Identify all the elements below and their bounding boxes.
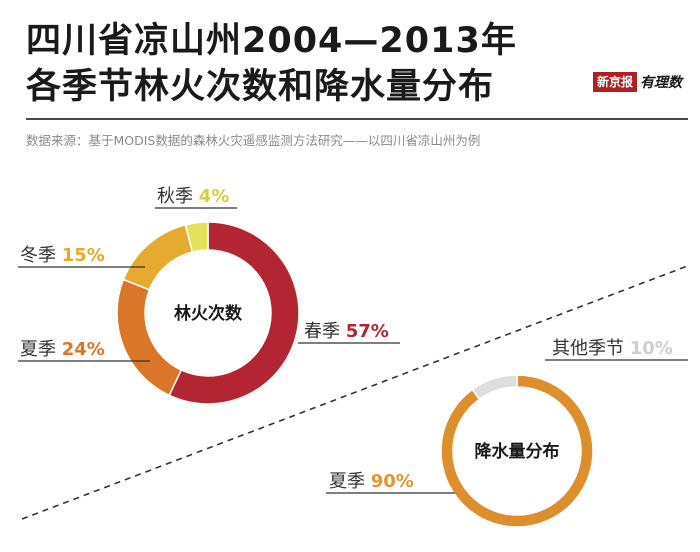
diagonal-divider bbox=[21, 264, 691, 520]
value-label: 24% bbox=[62, 339, 105, 360]
value-label: 4% bbox=[199, 186, 230, 207]
slice-other-seasons bbox=[471, 374, 518, 401]
category-name: 春季 bbox=[304, 321, 346, 342]
category-name: 其他季节 bbox=[552, 338, 630, 359]
slice-spring bbox=[168, 221, 300, 405]
brand-script: 有理数 bbox=[640, 75, 683, 91]
source-note: 数据来源：基于MODIS数据的森林火灾遥感监测方法研究——以四川省凉山州为例 bbox=[26, 133, 481, 148]
brand-name-box: 新京报 bbox=[593, 72, 638, 92]
label-autumn: 秋季 4% bbox=[157, 186, 229, 207]
label-summer: 夏季 90% bbox=[329, 471, 414, 492]
category-name: 夏季 bbox=[329, 471, 371, 492]
category-name: 夏季 bbox=[20, 339, 62, 360]
title-divider bbox=[26, 118, 688, 120]
label-spring: 春季 57% bbox=[304, 321, 389, 342]
slice-summer bbox=[440, 374, 594, 528]
label-other-seasons: 其他季节 10% bbox=[552, 338, 673, 359]
donut-center-label: 林火次数 bbox=[174, 303, 243, 324]
slice-summer bbox=[116, 278, 183, 397]
category-name: 冬季 bbox=[20, 245, 62, 266]
category-name: 秋季 bbox=[157, 186, 199, 207]
title-line-1: 四川省凉山州2004—2013年 bbox=[26, 21, 517, 61]
label-summer: 夏季 24% bbox=[20, 339, 105, 360]
slice-winter bbox=[122, 223, 194, 291]
chart-title: 四川省凉山州2004—2013年 各季节林火次数和降水量分布 bbox=[26, 18, 517, 110]
label-winter: 冬季 15% bbox=[20, 245, 105, 266]
value-label: 57% bbox=[346, 321, 389, 342]
value-label: 90% bbox=[371, 471, 414, 492]
slice-autumn bbox=[184, 221, 209, 253]
donut-center-label: 降水量分布 bbox=[475, 441, 560, 462]
value-label: 10% bbox=[630, 338, 673, 359]
value-label: 15% bbox=[62, 245, 105, 266]
title-line-2: 各季节林火次数和降水量分布 bbox=[26, 67, 495, 107]
brand-logo: 新京报 有理数 bbox=[593, 70, 689, 94]
